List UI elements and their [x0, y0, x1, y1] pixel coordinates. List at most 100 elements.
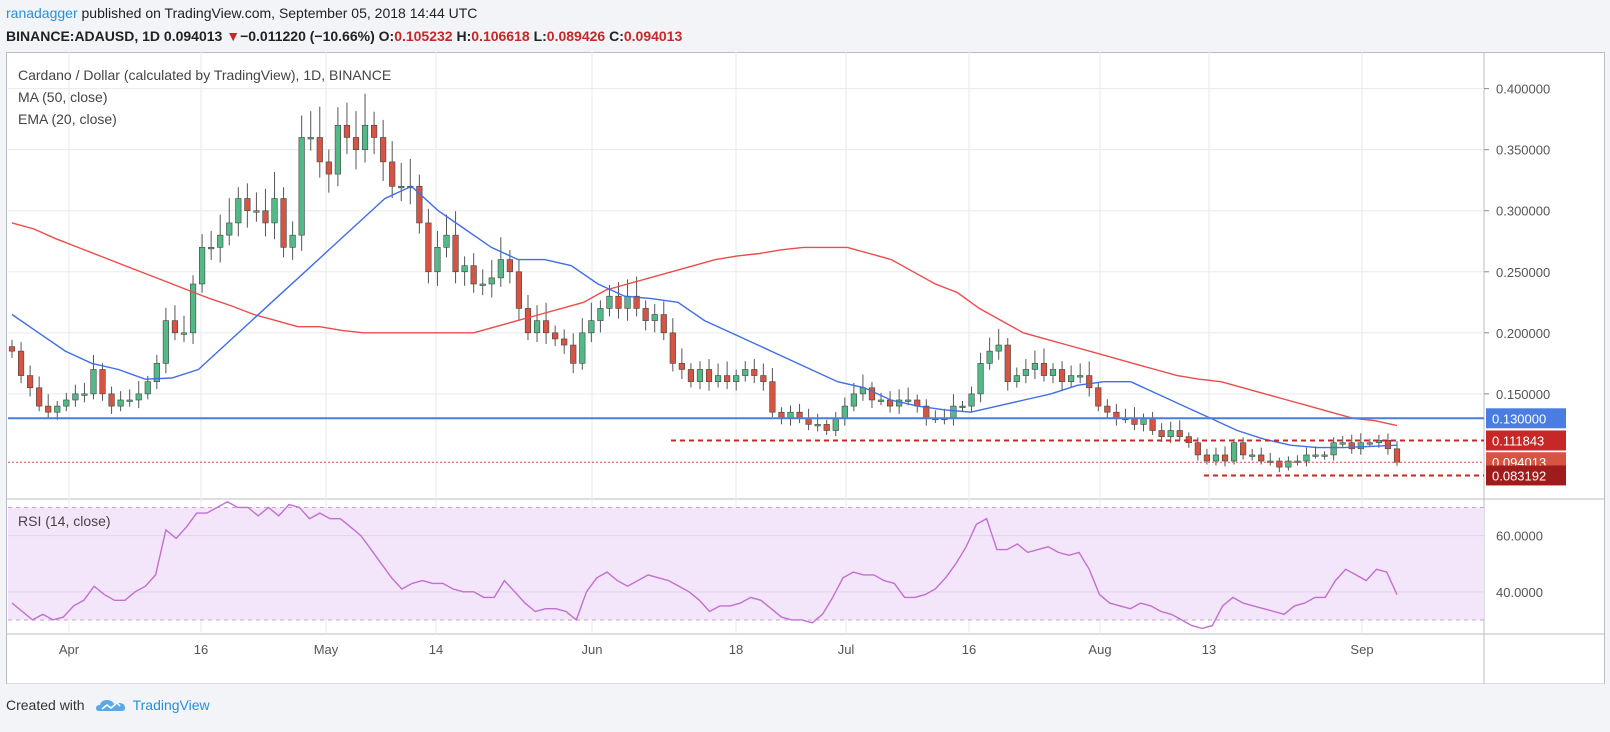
- x-tick-label: May: [314, 642, 339, 657]
- y-tick-label: 0.300000: [1496, 204, 1550, 219]
- candle-body: [371, 124, 378, 138]
- candle-body: [497, 259, 504, 279]
- tradingview-cloud-icon: [95, 700, 125, 711]
- candle-body: [1158, 430, 1165, 437]
- candle-body: [1013, 375, 1020, 382]
- x-tick-label: 18: [729, 642, 743, 657]
- x-tick-label: Jun: [582, 642, 603, 657]
- candle-body: [687, 369, 695, 382]
- candle-body: [1393, 448, 1401, 463]
- x-tick-label: 14: [429, 642, 443, 657]
- candle-body: [72, 393, 79, 401]
- candle-body: [452, 234, 459, 273]
- ema-20-line: [11, 185, 1398, 449]
- candle-body: [443, 234, 450, 248]
- candle-body: [905, 399, 912, 402]
- candle-body: [8, 346, 16, 352]
- candle-body: [1049, 369, 1057, 376]
- candle-body: [54, 405, 61, 413]
- candle-body: [180, 332, 188, 335]
- candle-body: [1040, 363, 1048, 376]
- candle-body: [751, 369, 758, 376]
- published-text: published on TradingView.com, September …: [81, 5, 478, 21]
- candle-body: [769, 381, 776, 413]
- candle-body: [1330, 442, 1337, 456]
- candle-body: [162, 320, 169, 364]
- candle-body: [642, 308, 649, 321]
- candle-body: [678, 363, 685, 370]
- candle-body: [1077, 375, 1084, 378]
- candle-body: [733, 375, 740, 382]
- candle-body: [1068, 375, 1075, 382]
- candle-body: [217, 234, 224, 248]
- candle-body: [108, 393, 115, 407]
- rsi-line: [11, 501, 1398, 630]
- y-tick-label: 0.200000: [1496, 326, 1550, 341]
- candle-body: [470, 265, 477, 285]
- candle-body: [841, 405, 848, 419]
- candle-body: [742, 369, 749, 376]
- candle-body: [579, 332, 586, 364]
- candle-body: [99, 369, 106, 395]
- candles: [8, 93, 1401, 473]
- candle-body: [1004, 344, 1011, 382]
- candle-body: [1285, 460, 1292, 468]
- candle-body: [271, 198, 278, 224]
- candle-body: [45, 405, 52, 413]
- candle-body: [615, 295, 622, 309]
- candle-body: [1212, 454, 1220, 462]
- candle-body: [36, 387, 43, 407]
- candle-body: [823, 424, 830, 431]
- candle-body: [1203, 454, 1210, 462]
- price-chart-panel[interactable]: [6, 52, 1605, 535]
- x-tick-label: Sep: [1350, 642, 1373, 657]
- level-label-0083192: 0.083192: [1492, 468, 1546, 483]
- x-tick-label: 13: [1202, 642, 1216, 657]
- candle-body: [1230, 442, 1238, 462]
- candle-body: [1384, 439, 1392, 450]
- candle-body: [343, 124, 351, 138]
- candle-body: [669, 332, 676, 364]
- chart-title: Cardano / Dollar (calculated by TradingV…: [18, 67, 392, 83]
- candle-body: [1348, 442, 1355, 450]
- candle-body: [153, 363, 160, 382]
- y-tick-label: 0.350000: [1496, 143, 1550, 158]
- candle-body: [760, 375, 767, 382]
- candle-body: [307, 137, 314, 140]
- candle-body: [352, 137, 360, 150]
- candle-body: [135, 393, 142, 401]
- publisher-link[interactable]: ranadagger: [6, 5, 78, 21]
- price-change: −0.011220 (−10.66%): [240, 28, 375, 44]
- candle-body: [542, 320, 550, 334]
- level-label-0130000-bg: [1486, 408, 1566, 429]
- chart-canvas[interactable]: Apr 16 May 14 Jun 18 Jul 16 Aug 13 Sep 0.400000 0.35…: [6, 52, 1605, 684]
- candle-body: [714, 375, 722, 382]
- candle-body: [488, 277, 495, 285]
- high-label: H:: [456, 28, 472, 44]
- y-tick-label: 0.250000: [1496, 265, 1550, 280]
- candle-body: [479, 283, 486, 286]
- candle-body: [1149, 417, 1156, 431]
- candle-body: [280, 198, 287, 248]
- candle-body: [117, 399, 124, 407]
- level-label-0111843-bg: [1486, 430, 1566, 451]
- y-tick-label: 0.400000: [1496, 82, 1550, 97]
- candle-body: [262, 210, 269, 224]
- candle-body: [515, 271, 523, 309]
- tradingview-link[interactable]: TradingView: [132, 697, 210, 713]
- candle-body: [27, 375, 34, 389]
- x-tick-label: Jul: [838, 642, 855, 657]
- candle-body: [705, 369, 713, 382]
- candle-body: [1104, 405, 1111, 413]
- level-label-0083192-bg: [1486, 465, 1566, 486]
- candle-body: [461, 265, 468, 273]
- candle-body: [597, 308, 604, 321]
- low-label: L:: [533, 28, 547, 44]
- y-tick-label: 0.150000: [1496, 387, 1550, 402]
- close-label: C:: [609, 28, 624, 44]
- candle-body: [1176, 430, 1183, 437]
- candle-body: [171, 320, 179, 334]
- rsi-legend: RSI (14, close): [18, 513, 111, 529]
- candle-body: [1221, 454, 1229, 462]
- candle-body: [199, 247, 206, 285]
